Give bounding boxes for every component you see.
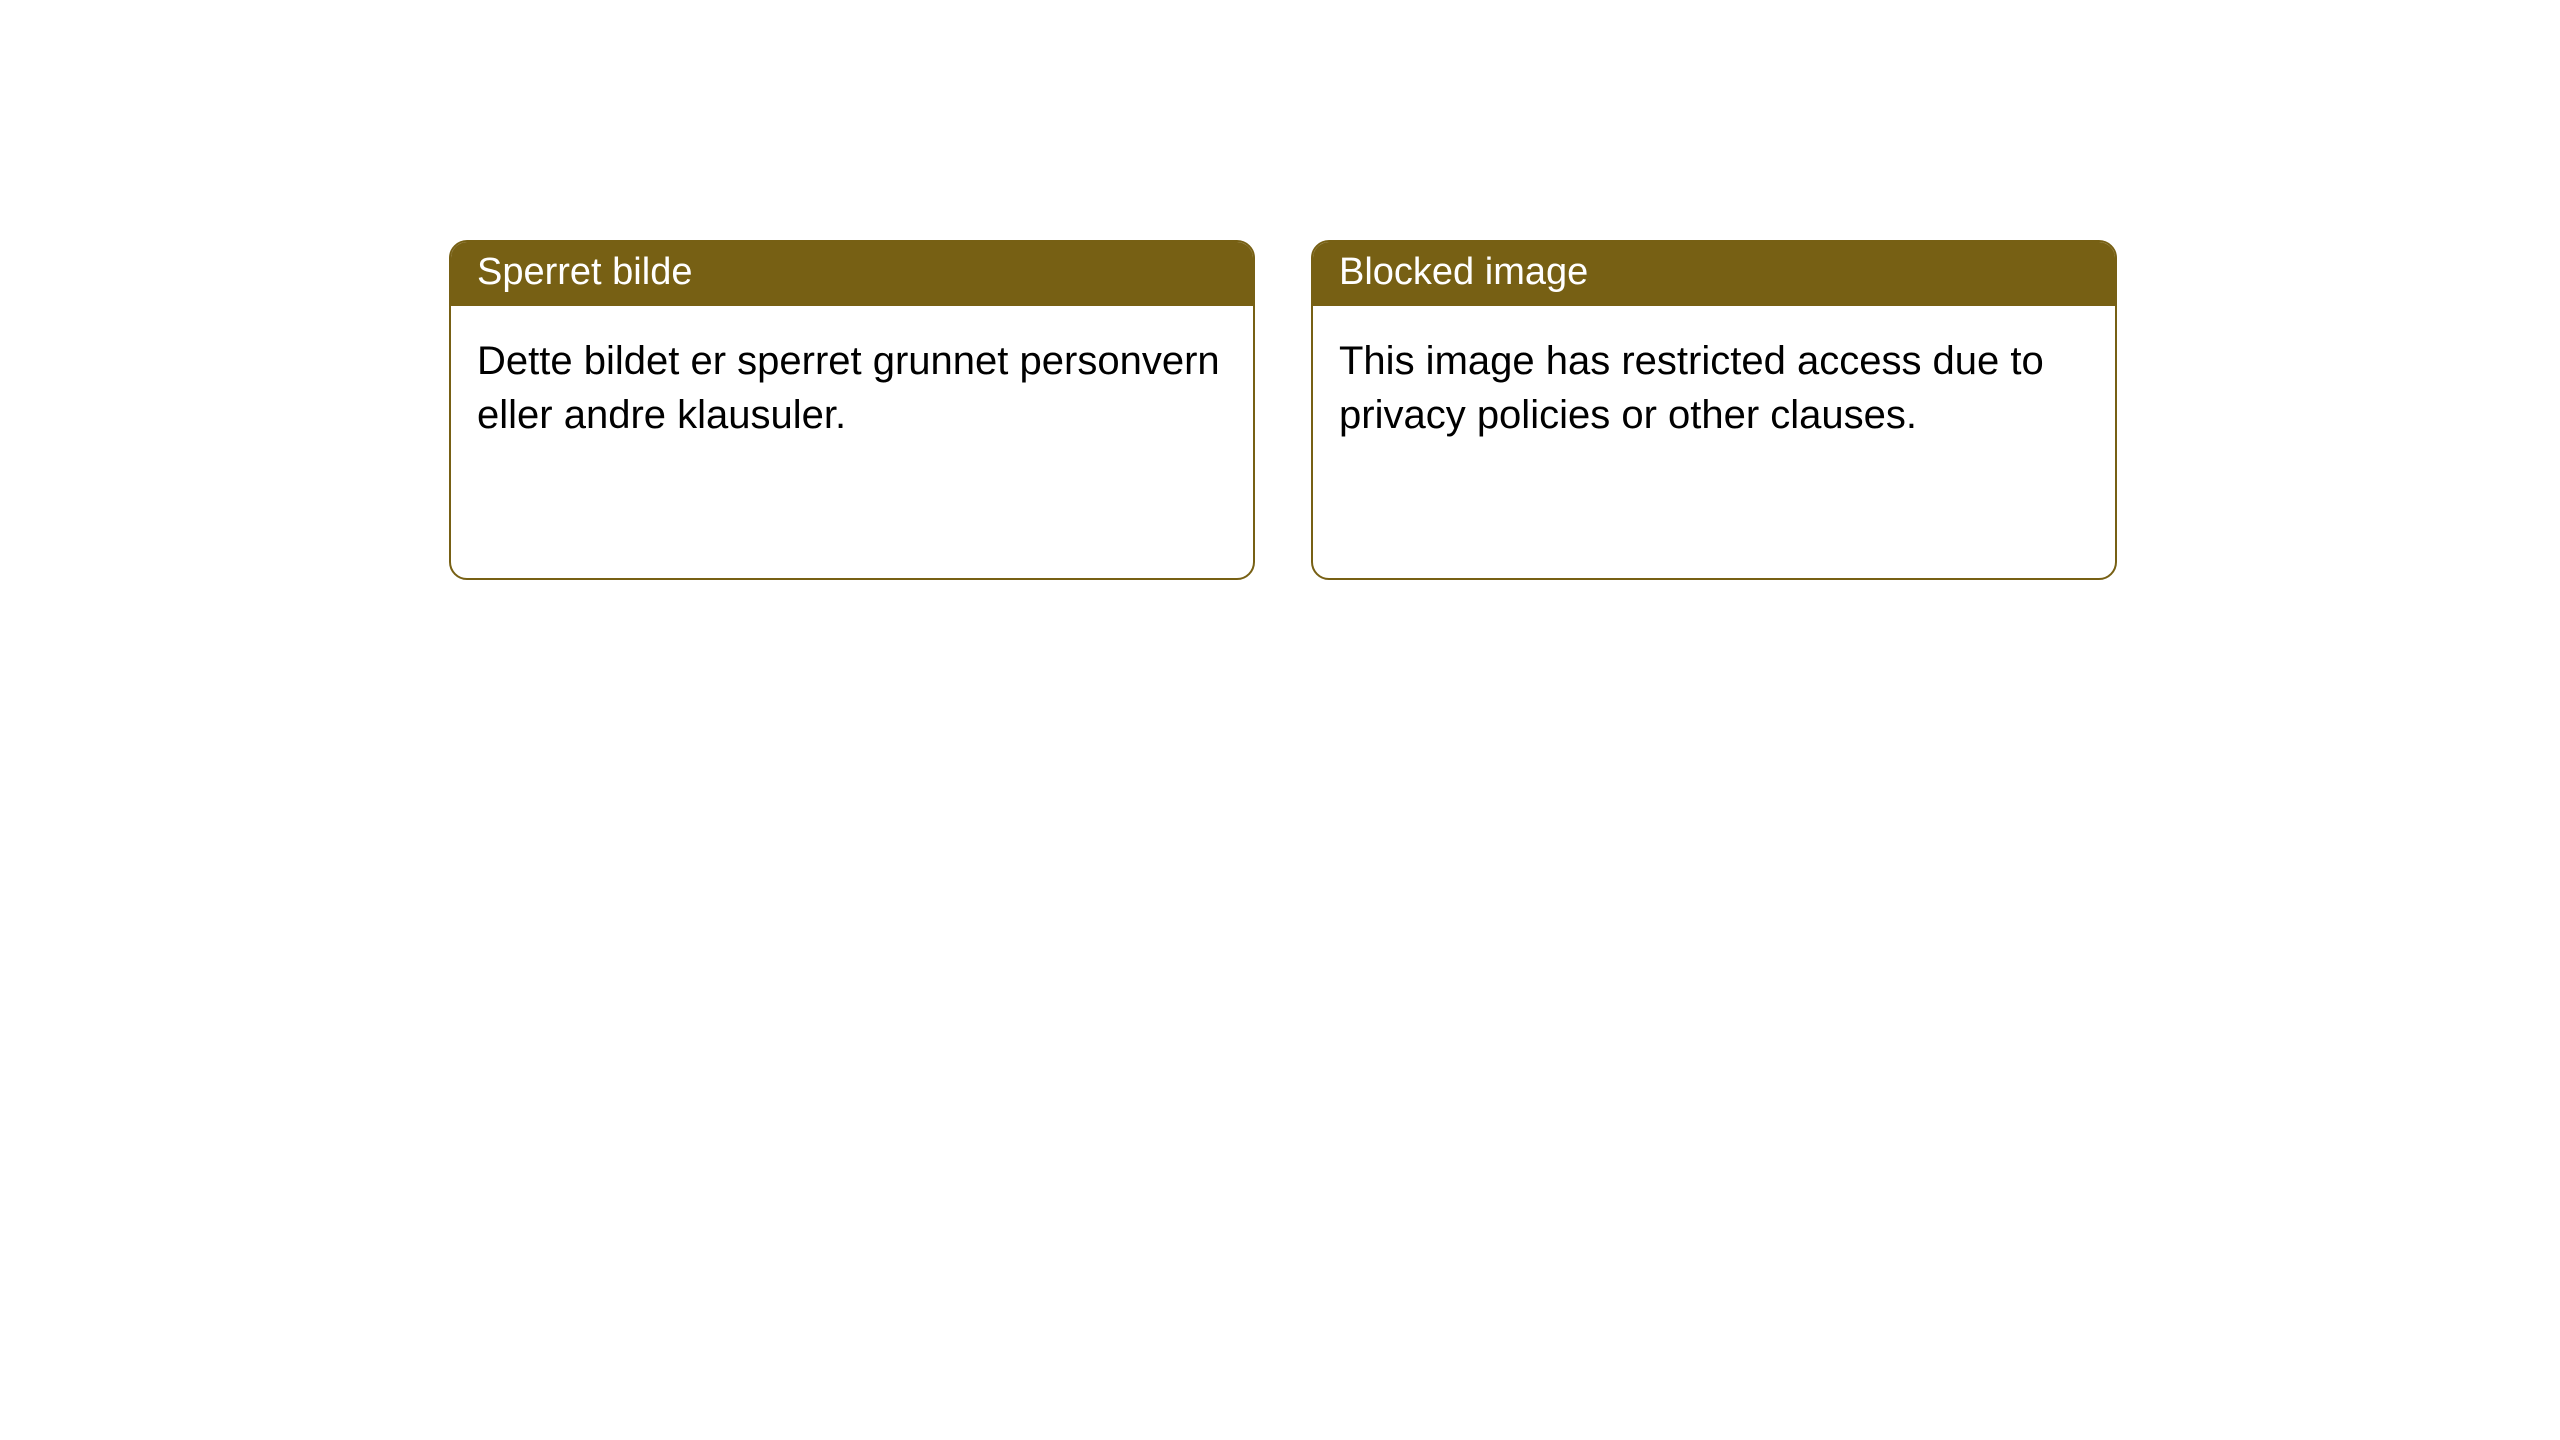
- notice-title: Sperret bilde: [451, 242, 1253, 306]
- notice-card-norwegian: Sperret bilde Dette bildet er sperret gr…: [449, 240, 1255, 580]
- notice-body: Dette bildet er sperret grunnet personve…: [451, 306, 1253, 470]
- notice-container: Sperret bilde Dette bildet er sperret gr…: [449, 240, 2117, 580]
- notice-title: Blocked image: [1313, 242, 2115, 306]
- notice-card-english: Blocked image This image has restricted …: [1311, 240, 2117, 580]
- notice-body: This image has restricted access due to …: [1313, 306, 2115, 470]
